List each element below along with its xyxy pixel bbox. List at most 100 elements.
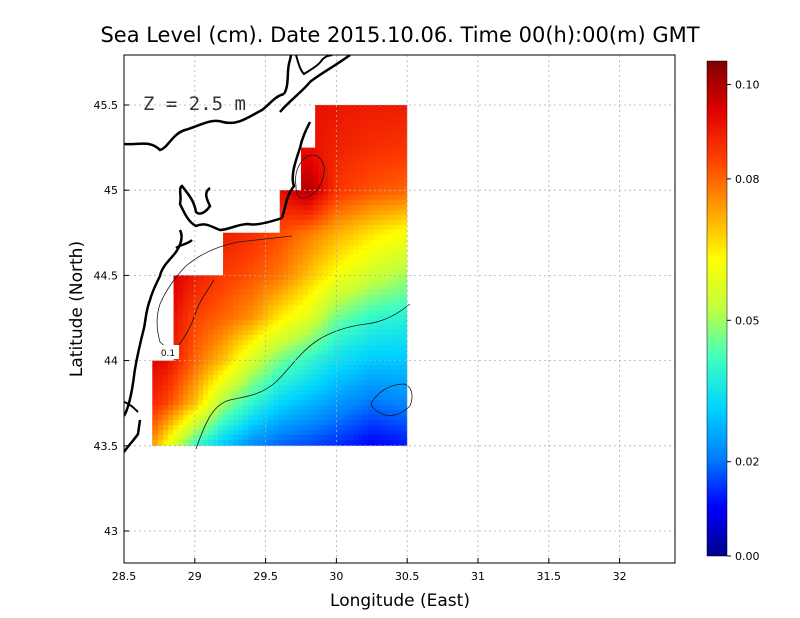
field-cell (353, 400, 359, 406)
field-cell (383, 335, 389, 341)
field-cell (343, 335, 349, 341)
field-cell (208, 440, 214, 446)
field-cell (178, 330, 184, 336)
field-cell (343, 155, 349, 161)
field-cell (393, 415, 399, 421)
field-cell (378, 250, 384, 256)
field-cell (328, 275, 334, 281)
field-cell (223, 435, 229, 441)
field-cell (303, 395, 309, 401)
field-cell (388, 210, 394, 216)
field-cell (243, 305, 249, 311)
field-cell (323, 340, 329, 346)
field-cell (373, 310, 379, 316)
field-cell (288, 300, 294, 306)
field-cell (288, 435, 294, 441)
field-cell (193, 275, 199, 281)
field-cell (208, 400, 214, 406)
field-cell (378, 135, 384, 141)
field-cell (363, 180, 369, 186)
field-cell (363, 380, 369, 386)
field-cell (323, 105, 329, 111)
field-cell (333, 240, 339, 246)
field-cell (333, 320, 339, 326)
field-cell (318, 195, 324, 201)
field-cell (378, 315, 384, 321)
field-cell (178, 310, 184, 316)
field-cell (393, 205, 399, 211)
field-cell (293, 295, 299, 301)
field-cell (358, 115, 364, 121)
field-cell (398, 250, 404, 256)
field-cell (163, 425, 169, 431)
field-cell (318, 295, 324, 301)
field-cell (338, 415, 344, 421)
field-cell (368, 415, 374, 421)
field-cell (393, 190, 399, 196)
field-cell (318, 420, 324, 426)
field-cell (213, 390, 219, 396)
field-cell (313, 370, 319, 376)
field-cell (298, 335, 304, 341)
field-cell (173, 320, 179, 326)
field-cell (273, 305, 279, 311)
field-cell (363, 265, 369, 271)
field-cell (198, 310, 204, 316)
field-cell (353, 265, 359, 271)
field-cell (353, 385, 359, 391)
field-cell (198, 385, 204, 391)
field-cell (313, 250, 319, 256)
field-cell (323, 295, 329, 301)
field-cell (368, 265, 374, 271)
field-cell (203, 380, 209, 386)
field-cell (223, 440, 229, 446)
field-cell (398, 120, 404, 126)
field-cell (183, 350, 189, 356)
field-cell (378, 260, 384, 266)
field-cell (293, 270, 299, 276)
field-cell (363, 185, 369, 191)
field-cell (233, 335, 239, 341)
field-cell (308, 215, 314, 221)
field-cell (368, 340, 374, 346)
field-cell (328, 420, 334, 426)
x-tick-label: 28.5 (112, 570, 137, 583)
field-cell (318, 430, 324, 436)
y-tick-label: 45 (104, 184, 118, 197)
field-cell (373, 225, 379, 231)
field-cell (353, 190, 359, 196)
field-cell (403, 230, 408, 236)
field-cell (393, 340, 399, 346)
field-cell (388, 110, 394, 116)
field-cell (358, 355, 364, 361)
field-cell (273, 435, 279, 441)
field-cell (363, 235, 369, 241)
field-cell (388, 425, 394, 431)
field-cell (303, 365, 309, 371)
field-cell (208, 420, 214, 426)
field-cell (153, 375, 159, 381)
field-cell (283, 375, 289, 381)
field-cell (263, 235, 269, 241)
field-cell (338, 295, 344, 301)
field-cell (178, 280, 184, 286)
field-cell (288, 315, 294, 321)
field-cell (308, 355, 314, 361)
field-cell (358, 155, 364, 161)
field-cell (323, 405, 329, 411)
field-cell (278, 370, 284, 376)
field-cell (203, 435, 209, 441)
field-cell (303, 305, 309, 311)
x-axis-label: Longitude (East) (330, 591, 470, 611)
field-cell (338, 325, 344, 331)
field-cell (308, 400, 314, 406)
field-cell (223, 395, 229, 401)
field-cell (293, 325, 299, 331)
field-cell (153, 405, 159, 411)
field-cell (318, 110, 324, 116)
field-cell (253, 425, 259, 431)
field-cell (398, 275, 404, 281)
field-cell (303, 420, 309, 426)
field-cell (338, 330, 344, 336)
field-cell (328, 185, 334, 191)
